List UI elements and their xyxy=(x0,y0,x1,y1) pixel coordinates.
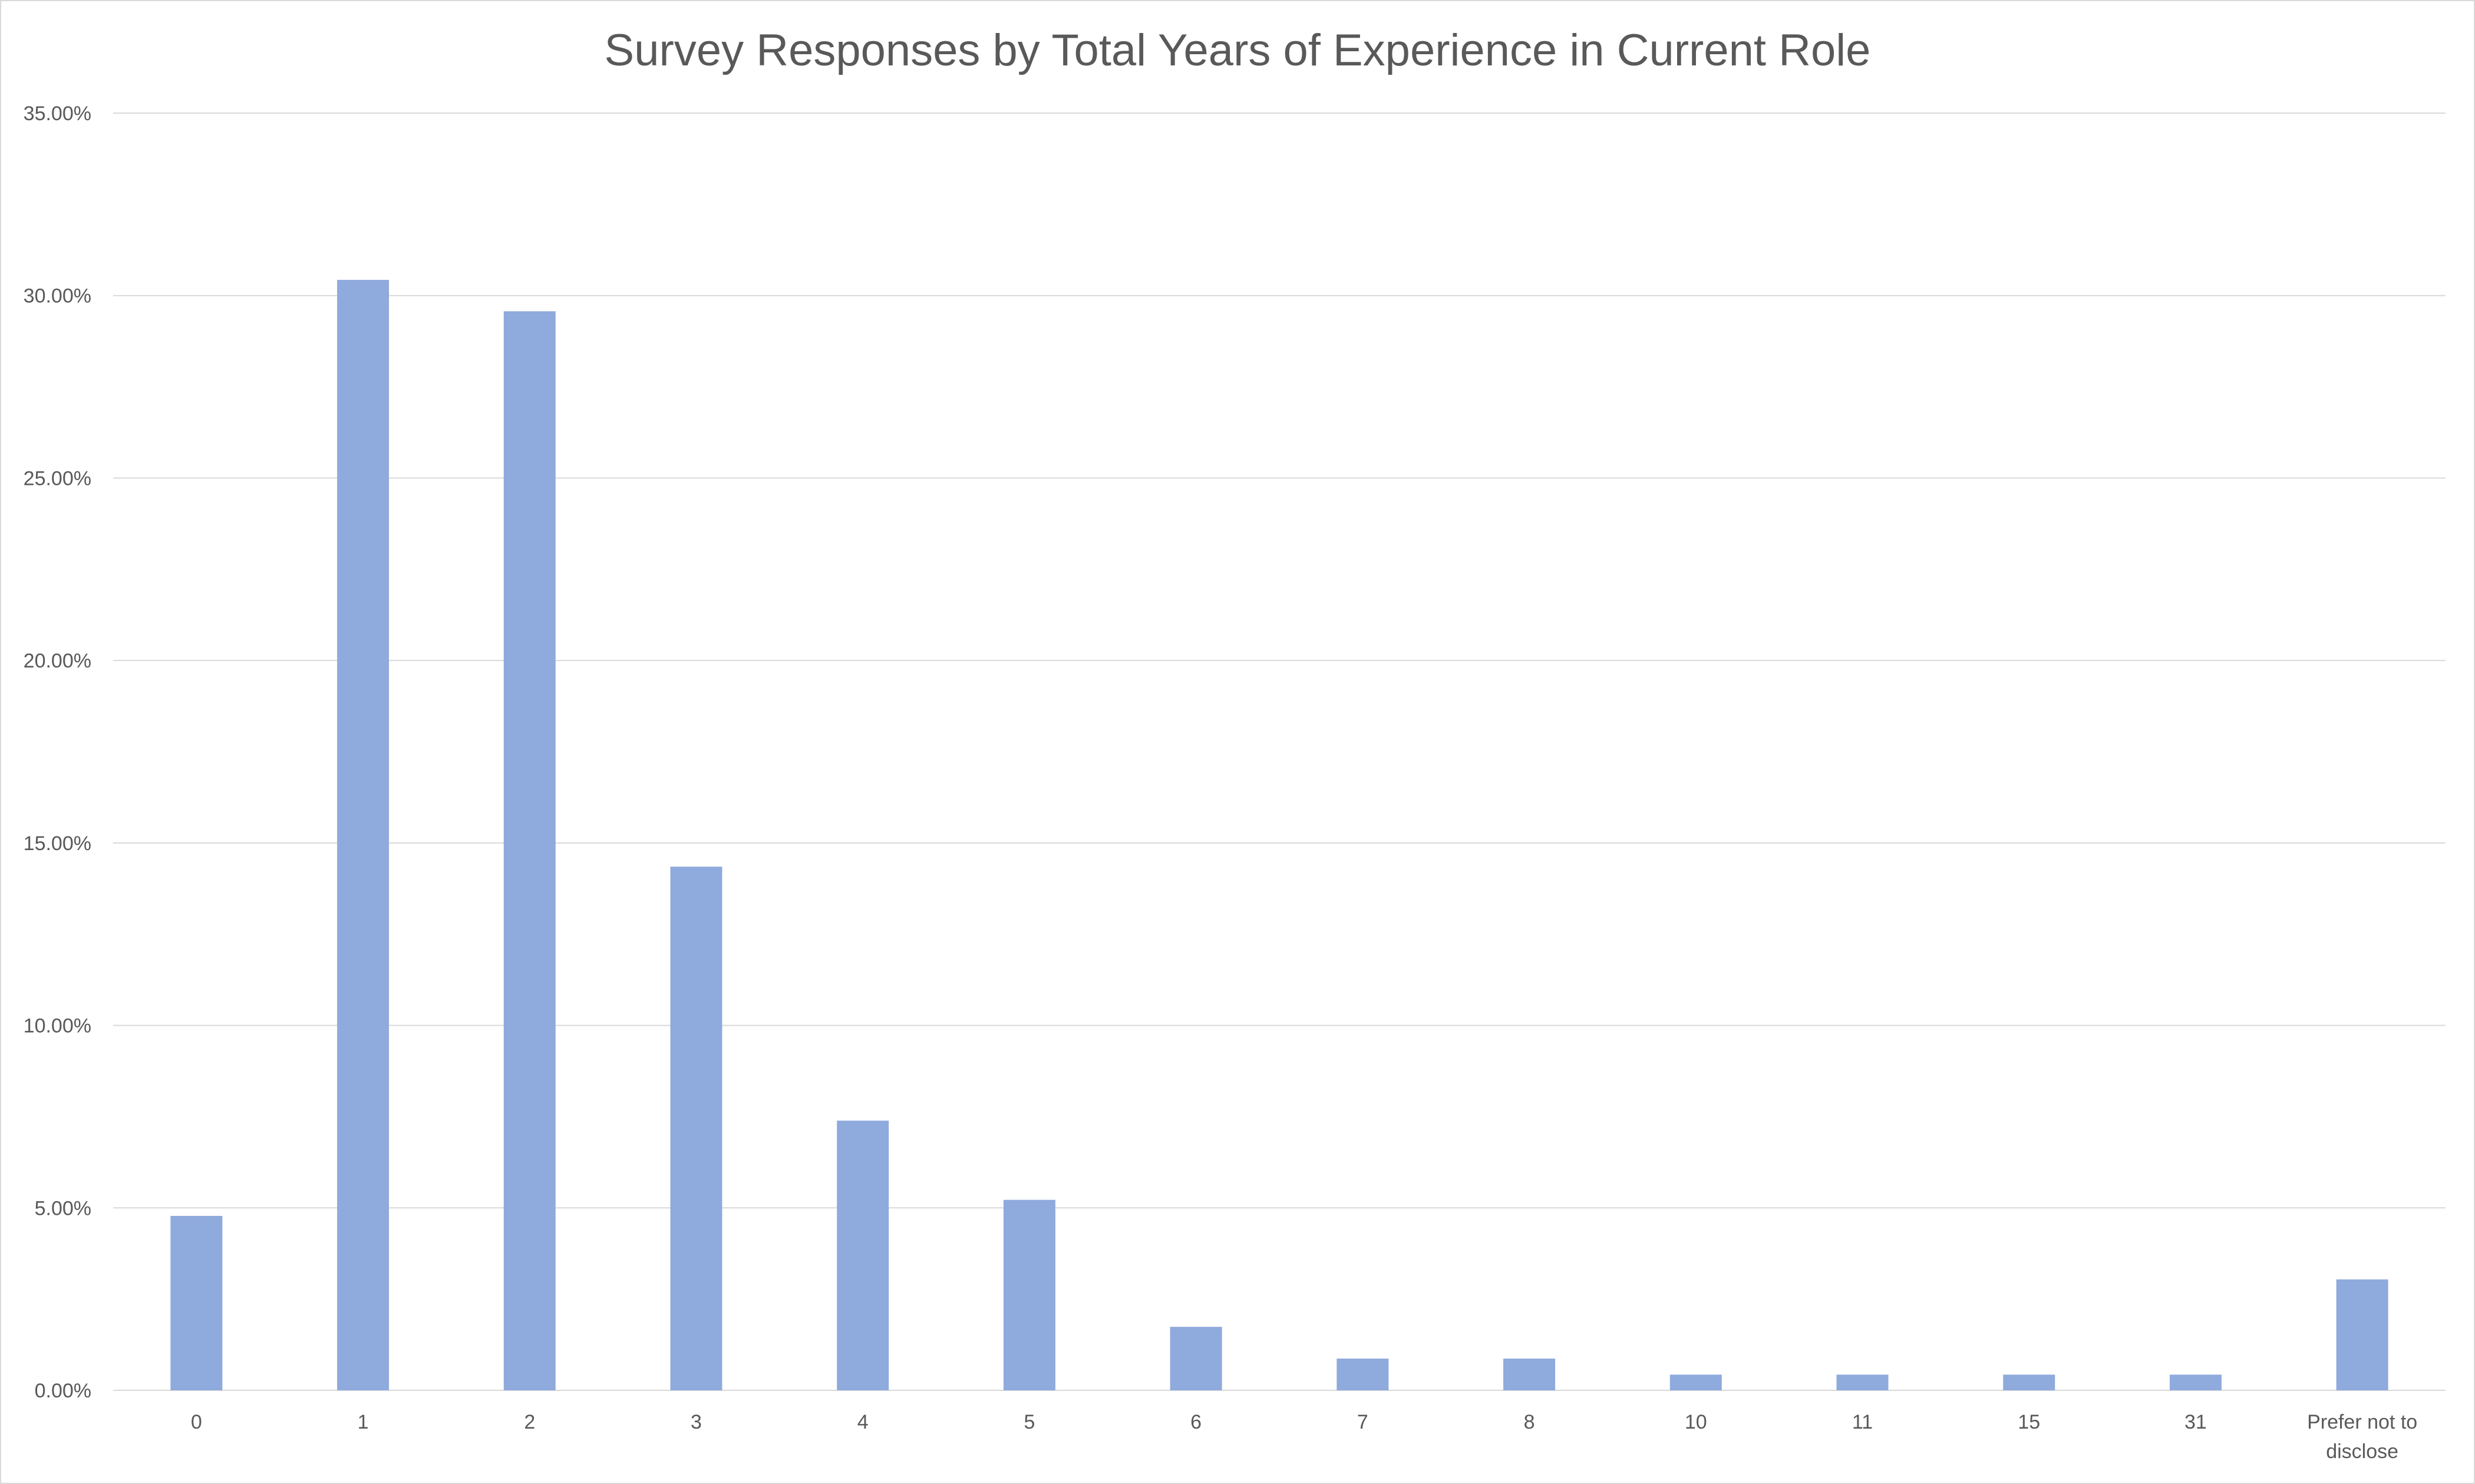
bar-5 xyxy=(1003,1199,1055,1390)
x-tick-label: 1 xyxy=(358,1411,369,1433)
y-tick-label: 35.00% xyxy=(24,103,91,125)
bar-7 xyxy=(1336,1359,1389,1390)
x-tick-label: 2 xyxy=(524,1411,535,1433)
y-tick-label: 0.00% xyxy=(35,1380,91,1402)
x-tick-label: 7 xyxy=(1357,1411,1368,1433)
y-tick-label: 30.00% xyxy=(24,285,91,308)
bar-2 xyxy=(503,311,556,1390)
y-tick-label: 25.00% xyxy=(24,467,91,490)
x-tick-label: 15 xyxy=(2018,1411,2040,1433)
x-tick-label: 3 xyxy=(691,1411,702,1433)
y-tick-label: 15.00% xyxy=(24,832,91,855)
x-tick-label: 8 xyxy=(1524,1411,1535,1433)
bar-6 xyxy=(1170,1327,1222,1390)
x-tick-label: 5 xyxy=(1024,1411,1035,1433)
y-tick-label: 10.00% xyxy=(24,1015,91,1037)
bar-1 xyxy=(337,280,390,1390)
x-tick-label: 11 xyxy=(1852,1411,1873,1433)
x-tick-label: 10 xyxy=(1685,1411,1707,1433)
chart-title: Survey Responses by Total Years of Exper… xyxy=(604,25,1871,75)
bar-10 xyxy=(1669,1374,1722,1390)
bar-0 xyxy=(170,1215,223,1390)
x-tick-label: 0 xyxy=(191,1411,202,1433)
x-tick-label: 4 xyxy=(857,1411,869,1433)
x-tick-label: 31 xyxy=(2184,1411,2207,1433)
bar-8 xyxy=(1503,1359,1556,1390)
bar-4 xyxy=(837,1121,889,1390)
bar-11 xyxy=(1836,1374,1889,1390)
bar-3 xyxy=(670,867,722,1390)
x-tick-label: Prefer not to disclose xyxy=(2307,1411,2417,1463)
y-tick-label: 20.00% xyxy=(24,650,91,672)
bar-15 xyxy=(2003,1374,2055,1390)
y-tick-label: 5.00% xyxy=(35,1197,91,1219)
x-tick-label: 6 xyxy=(1190,1411,1202,1433)
bar-31 xyxy=(2169,1374,2222,1390)
bar-prefer-not-to-disclose xyxy=(2336,1279,2388,1390)
